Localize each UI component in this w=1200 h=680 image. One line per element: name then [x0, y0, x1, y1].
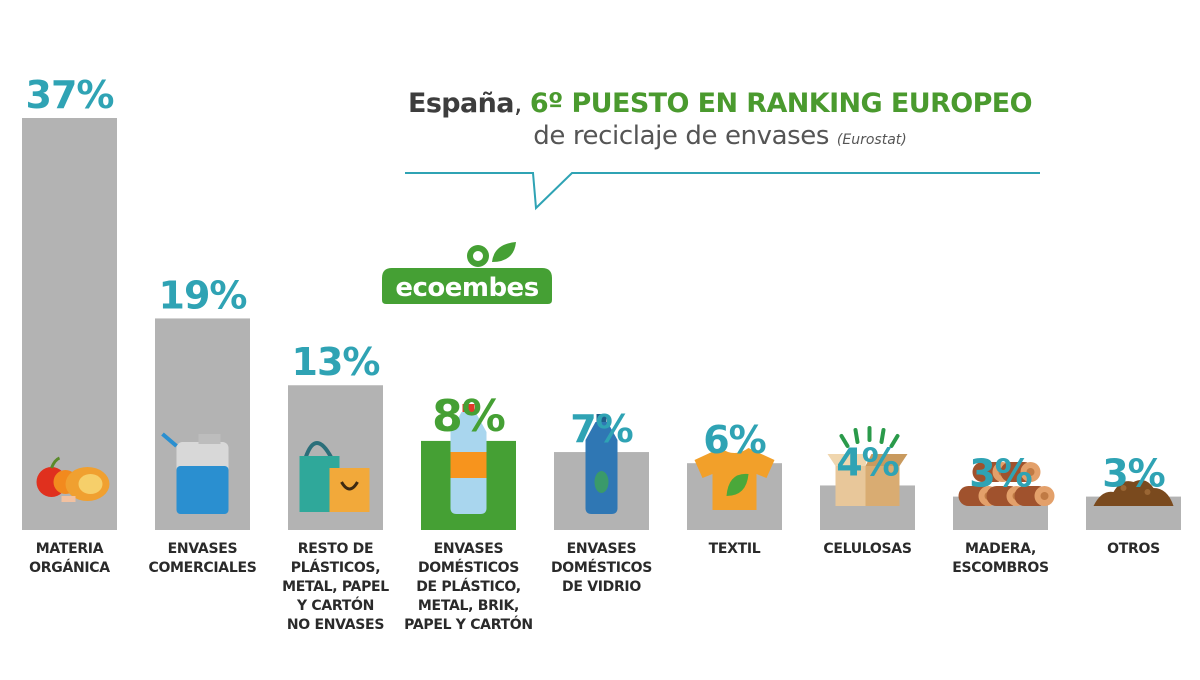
detergent-jug-icon [161, 432, 229, 514]
category-label-3: ENVASES DOMÉSTICOS DE PLÁSTICO, METAL, B… [404, 541, 533, 633]
wood-logs-icon [958, 462, 1055, 506]
value-label-7: 3% [969, 452, 1032, 496]
value-label-5: 6% [703, 418, 766, 462]
plastic-bottle-icon [450, 404, 487, 514]
value-label-0: 37% [26, 73, 114, 117]
value-label-4: 7% [570, 407, 633, 451]
ecoembes-logo [382, 242, 552, 304]
cardboard-box-icon [827, 426, 908, 506]
category-label-8: OTROS [1107, 541, 1160, 557]
value-label-6: 4% [836, 440, 899, 484]
category-label-7: MADERA, ESCOMBROS [952, 541, 1049, 576]
category-label-2: RESTO DE PLÁSTICOS, METAL, PAPEL Y CARTÓ… [282, 541, 389, 633]
category-label-0: MATERIA ORGÁNICA [29, 541, 110, 576]
headline: España, 6º PUESTO EN RANKING EUROPEO de … [407, 88, 1033, 151]
headline-source: (Eurostat) [836, 132, 907, 148]
category-label-4: ENVASES DOMÉSTICOS DE VIDRIO [550, 541, 653, 595]
glass-bottle-icon [585, 414, 618, 514]
headline-bubble-line [405, 172, 1040, 211]
fruit-meat-icon [36, 456, 110, 502]
dirt-pile-icon [1093, 480, 1174, 506]
tshirt-icon [694, 448, 775, 510]
headline-country: España [407, 88, 515, 119]
category-label-5: TEXTIL [708, 541, 761, 557]
category-label-1: ENVASES COMERCIALES [148, 541, 257, 576]
value-label-8: 3% [1102, 452, 1165, 496]
shopping-bags-icon [299, 441, 370, 512]
value-label-3: 8% [432, 391, 505, 442]
ecoembes-logo-text: ecoembes [395, 273, 539, 303]
category-label-6: CELULOSAS [823, 541, 912, 557]
value-label-1: 19% [159, 273, 247, 317]
value-label-2: 13% [292, 340, 380, 384]
headline-subtitle: de reciclaje de envases [533, 121, 830, 151]
bar-0 [22, 118, 117, 530]
headline-ranking: 6º PUESTO EN RANKING EUROPEO [529, 88, 1033, 119]
